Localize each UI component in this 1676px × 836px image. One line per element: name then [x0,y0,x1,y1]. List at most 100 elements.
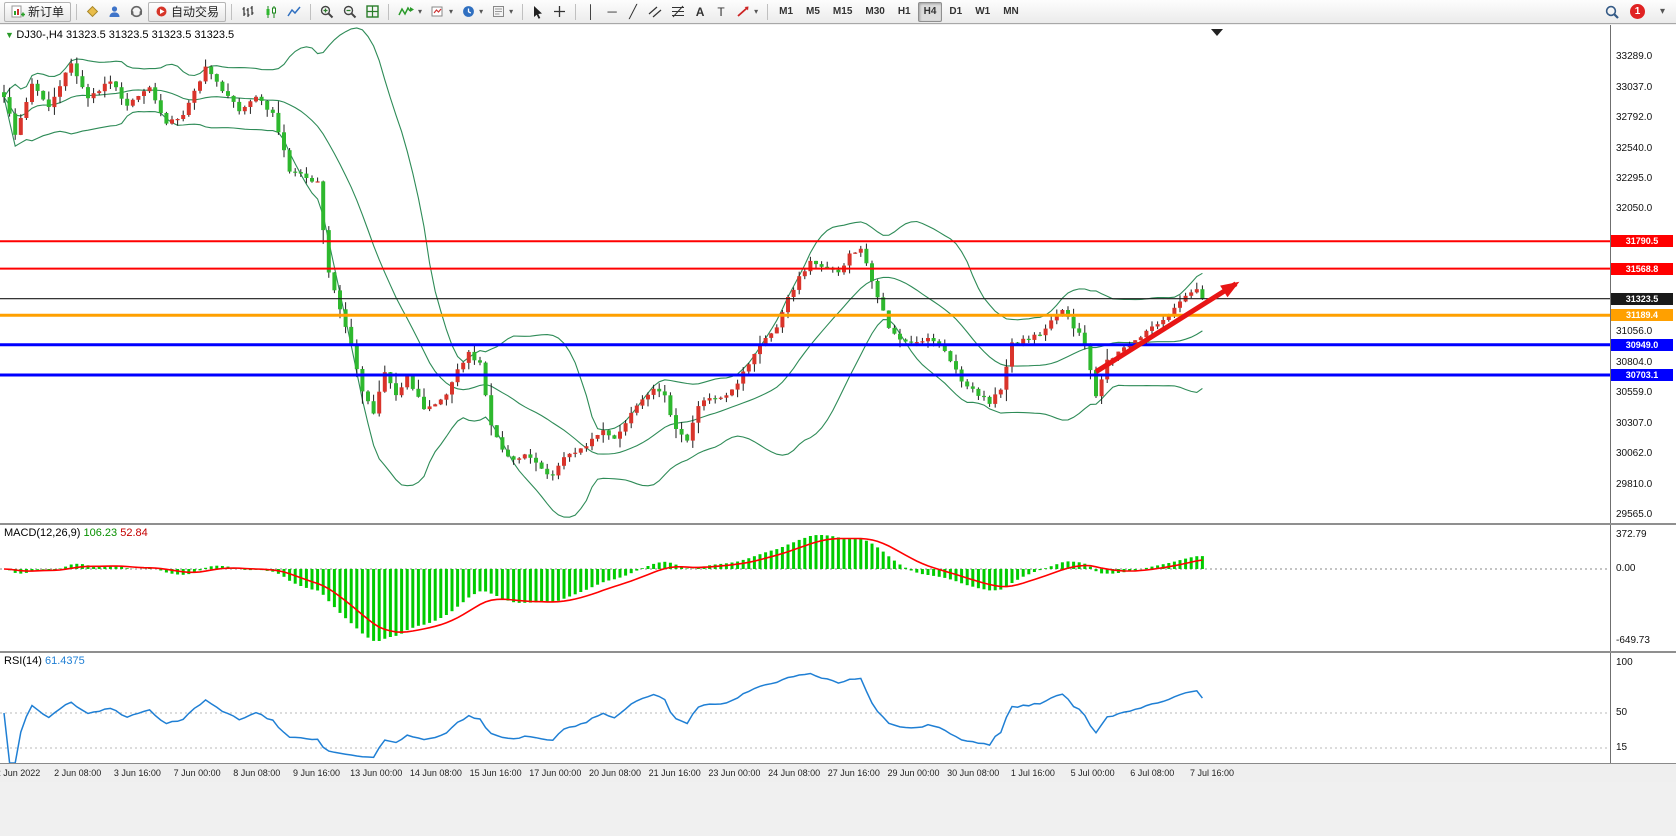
time-axis-label: 9 Jun 16:00 [292,768,341,778]
chevron-down-icon: ▾ [1659,6,1666,17]
time-axis-label: 7 Jun 00:00 [173,768,221,778]
time-axis-label: 17 Jun 00:00 [529,768,582,778]
panel-splitter-macd[interactable] [0,523,1676,525]
timeframe-MN[interactable]: MN [1003,6,1019,17]
new-order-label: 新订单 [28,5,65,19]
vertical-line-icon: │ [587,4,596,19]
indicators-button[interactable]: ▾ [394,2,426,22]
price-tag-30703.1: 30703.1 [1611,369,1673,382]
trend-arrow[interactable] [1094,281,1240,374]
timeframe-D1[interactable]: D1 [949,6,963,17]
objects-icon [431,6,443,17]
price-tag-30949.0: 30949.0 [1611,338,1673,351]
bar-chart-button[interactable] [237,2,259,22]
trendline-button[interactable]: ╱ [623,2,643,22]
main-chart-panel: 33289.0 33037.0 32792.0 32540.0 32295.0 32050… [0,25,1676,523]
chart-shift-marker[interactable] [1211,29,1223,36]
rsi-line [3,672,1203,763]
price-tag-31568.8: 31568.8 [1611,262,1673,275]
headset-icon [130,5,143,18]
crosshair-button[interactable] [549,2,570,22]
price-axis-label: 32295.0 [1616,173,1653,185]
time-axis[interactable]: 2 Jun 2022 2 Jun 08:00 3 Jun 16:00 7 Jun 00… [0,763,1676,783]
main-chart-canvas[interactable] [0,25,1610,523]
macd-signal-value: 52.84 [120,527,148,539]
profiles-button[interactable] [82,2,103,22]
timeframe-M30[interactable]: M30 [865,6,885,17]
time-axis-label: 2 Jun 2022 [0,768,41,778]
timeframe-W1[interactable]: W1 [975,6,991,17]
bollinger-lower [3,96,1203,518]
line-chart-button[interactable] [283,2,305,22]
cursor-button[interactable] [528,2,548,22]
support-button[interactable] [126,2,147,22]
new-order-icon [11,5,25,18]
timeframe-H1[interactable]: H1 [897,6,911,17]
macd-histogram [8,535,1204,641]
zoom-in-button[interactable] [316,2,338,22]
auto-trading-label: 自动交易 [171,5,220,19]
fibonacci-button[interactable] [667,2,689,22]
macd-name: MACD(12,26,9) [4,527,81,539]
panel-splitter-rsi[interactable] [0,651,1676,653]
templates-button[interactable]: ▾ [488,2,517,22]
horizontal-line-button[interactable]: ─ [602,2,622,22]
price-axis-label: 31056.0 [1616,325,1653,337]
time-axis-label: 1 Jul 16:00 [1010,768,1055,778]
rsi-panel: 100 50 15 RSI(14) 61.4375 [0,653,1676,763]
tile-windows-button[interactable] [362,2,383,22]
arrows-button[interactable]: ▾ [732,2,762,22]
bottom-filler [0,782,1676,836]
objects-button[interactable]: ▾ [427,2,457,22]
user-icon [109,6,120,17]
timeframe-H4[interactable]: H4 [917,1,943,22]
rsi-canvas[interactable] [0,653,1610,763]
price-axis-label: 29565.0 [1616,509,1653,520]
auto-trading-button[interactable]: 自动交易 [148,1,227,22]
timeframe-M5[interactable]: M5 [806,6,820,17]
symbol-ohlc-text: DJ30-,H4 31323.5 31323.5 31323.5 31323.5 [16,29,235,41]
text-button[interactable]: A [690,2,710,22]
rsi-axis[interactable]: 100 50 15 [1610,653,1676,763]
timeframe-M1[interactable]: M1 [779,6,794,17]
text-label-button[interactable]: T [711,2,731,22]
chevron-down-icon: ▾ [418,7,423,16]
period-button[interactable]: ▾ [458,2,487,22]
notification-badge[interactable]: 1 [1630,4,1645,19]
account-button[interactable] [104,2,125,22]
price-axis-label: 29810.0 [1616,478,1653,490]
rsi-name: RSI(14) [4,655,42,667]
macd-main-value: 106.23 [83,527,118,539]
time-axis-label: 24 Jun 08:00 [768,768,821,778]
macd-axis[interactable]: 372.79 0.00 -649.73 [1610,525,1676,651]
time-axis-label: 3 Jun 16:00 [113,768,161,778]
tile-windows-icon [366,5,379,18]
time-axis-label: 21 Jun 16:00 [648,768,701,778]
zoom-in-icon [320,5,334,18]
search-button[interactable] [1601,2,1623,22]
time-axis-label: 20 Jun 08:00 [588,768,642,778]
macd-label: MACD(12,26,9) 106.23 52.84 [4,527,148,539]
candlestick-chart-button[interactable] [260,2,282,22]
time-axis-label: 13 Jun 00:00 [350,768,403,778]
toolbar-overflow-button[interactable]: ▾ [1652,2,1672,22]
new-order-button[interactable]: 新订单 [4,1,72,22]
equidistant-channel-button[interactable] [644,2,666,22]
macd-signal-line [3,537,1203,634]
price-axis-label: 30804.0 [1616,356,1653,368]
price-tag-31323.5: 31323.5 [1611,292,1673,305]
time-axis-label: 30 Jun 08:00 [947,768,1000,778]
timeframe-M15[interactable]: M15 [832,6,853,17]
price-axis[interactable]: 33289.0 33037.0 32792.0 32540.0 32295.0 32050… [1610,25,1676,523]
price-axis-label: 30307.0 [1616,417,1653,429]
channel-icon [648,6,662,18]
zoom-out-button[interactable] [339,2,361,22]
text-label-icon: T [717,4,725,19]
chevron-down-icon: ▾ [754,7,759,16]
chevron-down-icon: ▾ [479,7,484,16]
clock-icon [463,6,474,17]
macd-canvas[interactable] [0,525,1610,651]
price-axis-label: 32792.0 [1616,112,1653,124]
time-axis-label: 27 Jun 16:00 [827,768,880,778]
vertical-line-button[interactable]: │ [581,2,601,22]
